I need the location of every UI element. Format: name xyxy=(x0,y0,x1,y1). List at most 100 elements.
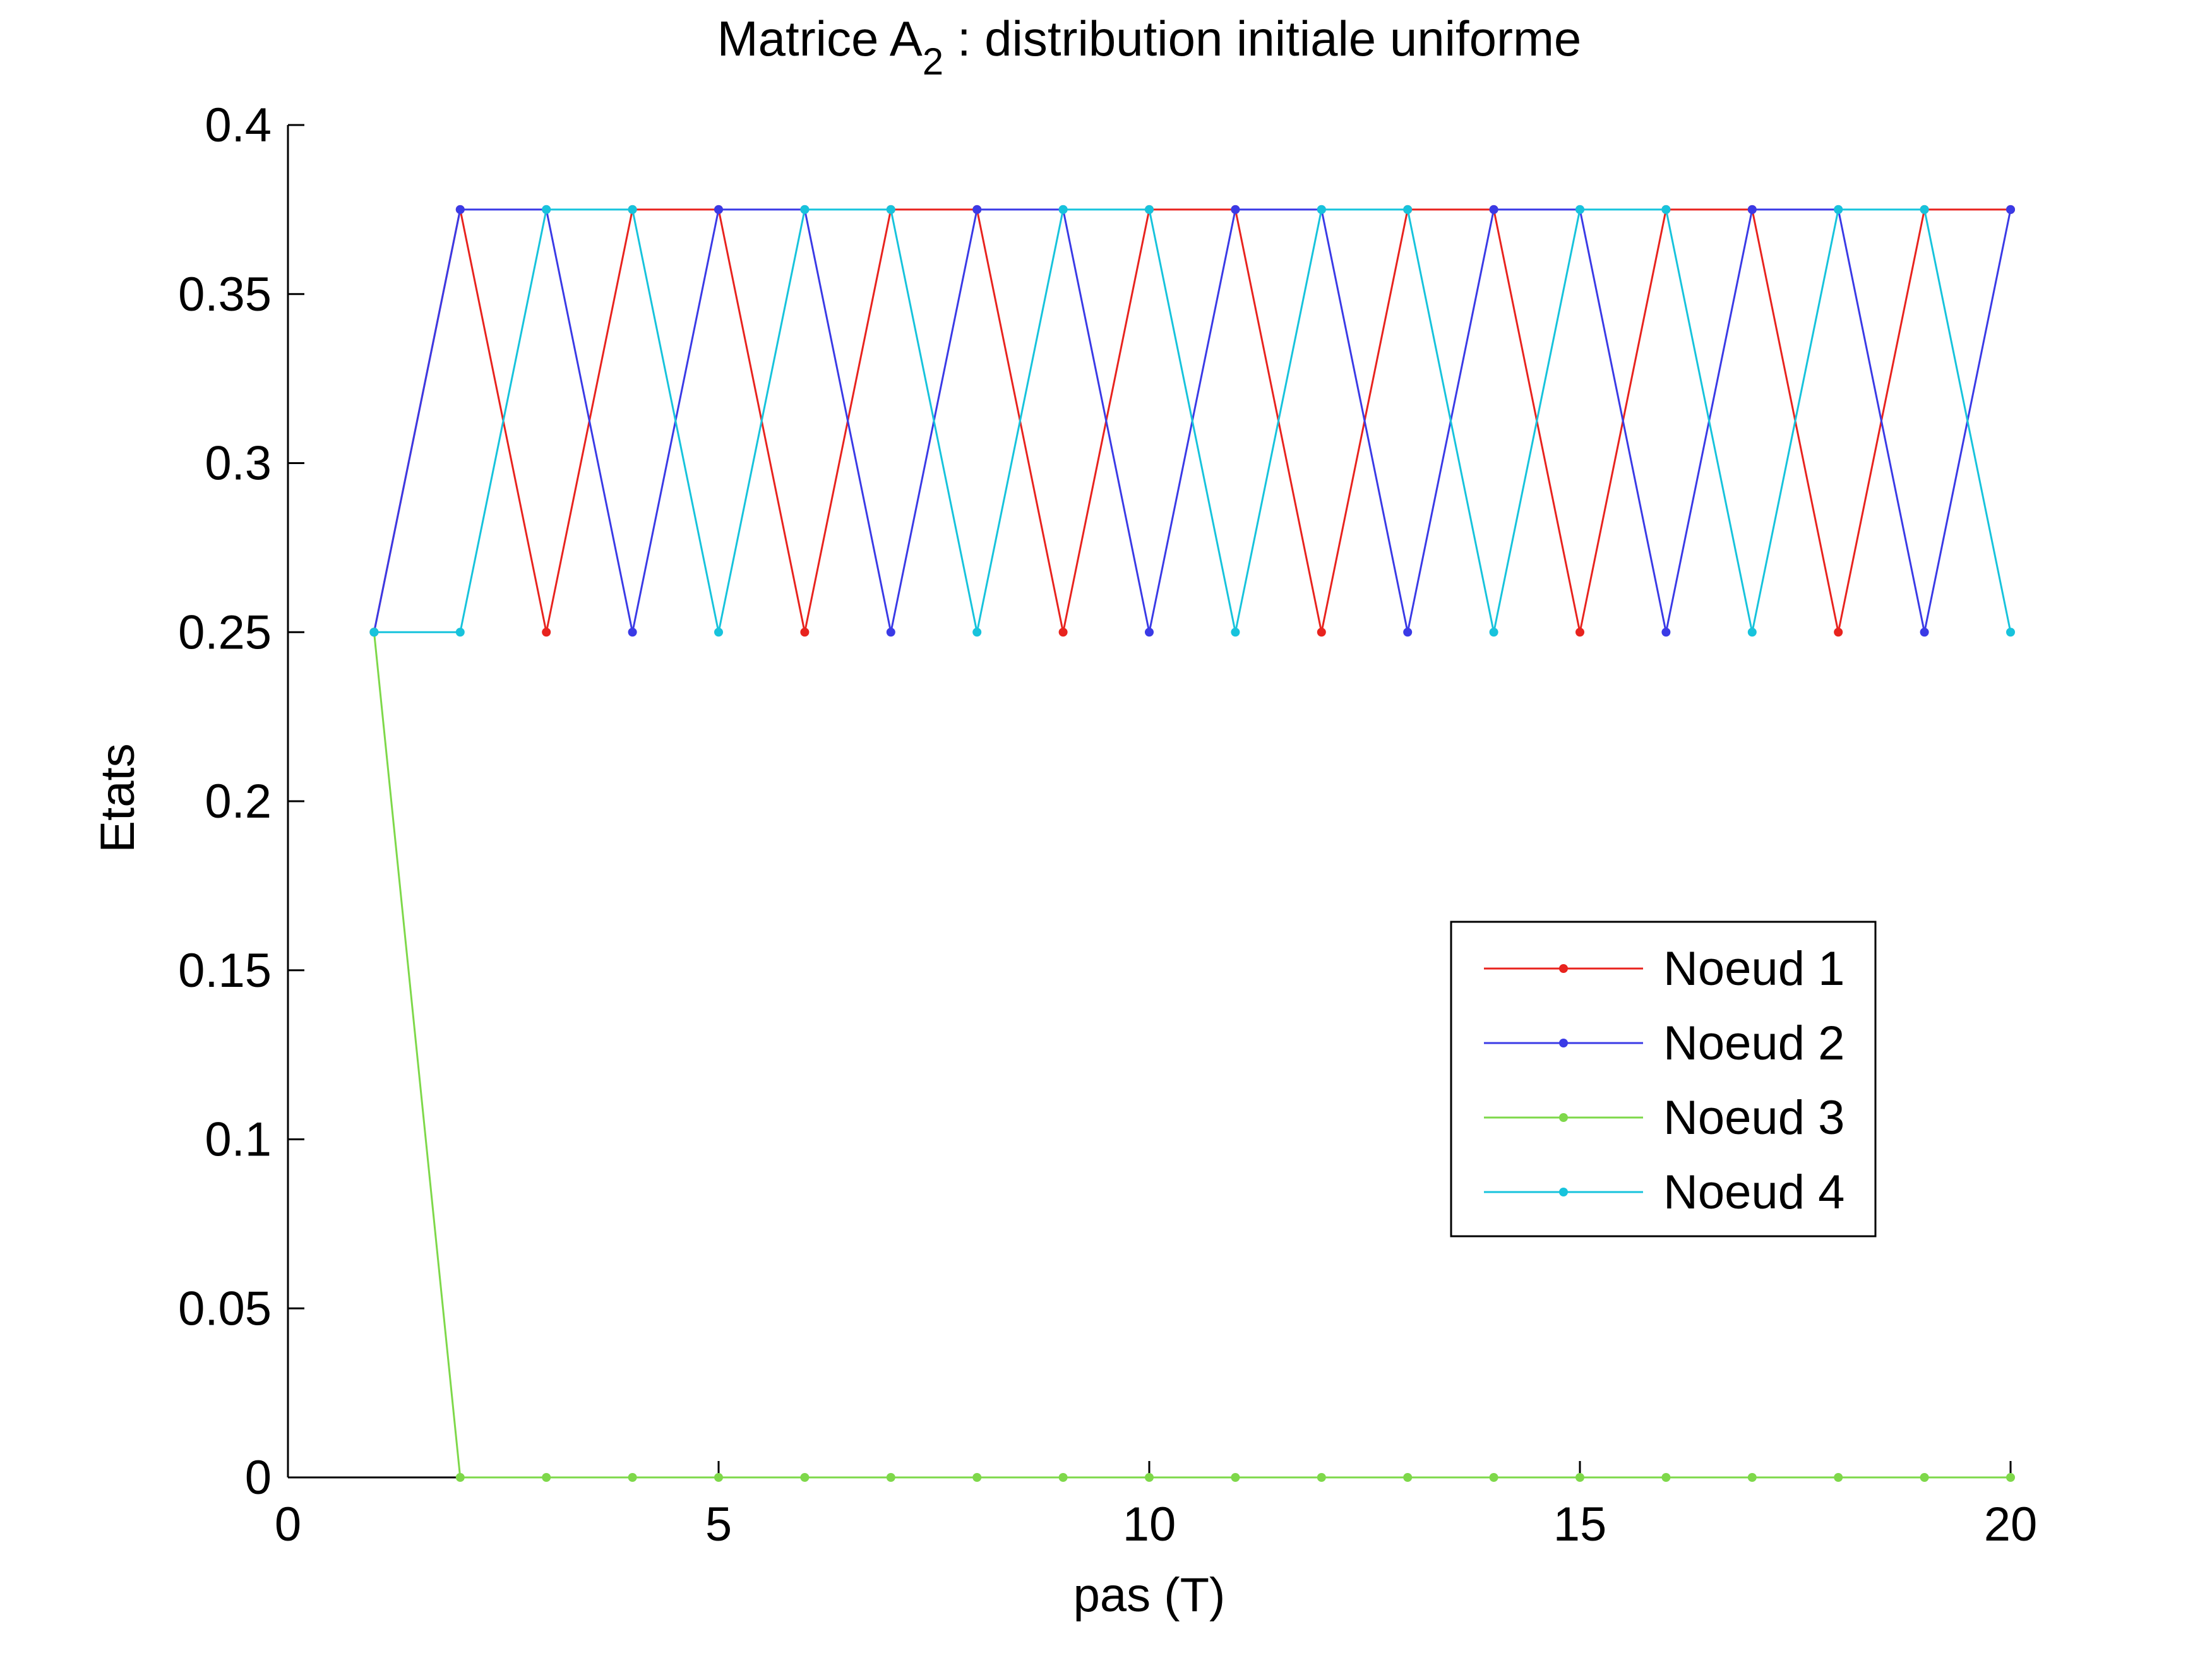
y-tick-label: 0.25 xyxy=(178,605,272,659)
y-tick-label: 0.2 xyxy=(205,775,272,828)
data-point xyxy=(1920,628,1929,637)
data-point xyxy=(714,1473,723,1482)
x-tick-label: 10 xyxy=(1123,1498,1176,1551)
data-point xyxy=(1058,1473,1068,1482)
data-point xyxy=(800,628,810,637)
data-point xyxy=(1403,628,1413,637)
data-point xyxy=(455,205,465,214)
y-tick-label: 0.35 xyxy=(178,268,272,321)
data-point xyxy=(714,628,723,637)
chart-title-subscript: 2 xyxy=(923,40,943,83)
data-point xyxy=(1145,205,1154,214)
data-point xyxy=(542,205,551,214)
data-point xyxy=(1661,628,1671,637)
data-point xyxy=(455,628,465,637)
data-point xyxy=(2006,1473,2015,1482)
data-point xyxy=(1317,205,1326,214)
legend-item: Noeud 2 xyxy=(1484,1017,1844,1070)
chart-title-rest: : distribution initiale uniforme xyxy=(943,11,1581,66)
data-point xyxy=(1489,205,1498,214)
data-point xyxy=(2006,628,2015,637)
data-point xyxy=(972,628,982,637)
data-point xyxy=(714,205,723,214)
data-point xyxy=(1747,1473,1757,1482)
data-point xyxy=(1231,628,1240,637)
legend-marker xyxy=(1559,964,1568,973)
data-point xyxy=(542,1473,551,1482)
legend-label: Noeud 2 xyxy=(1663,1017,1844,1070)
legend-label: Noeud 4 xyxy=(1663,1166,1844,1219)
chart-title: Matrice A2 : distribution initiale unifo… xyxy=(717,11,1582,83)
data-point xyxy=(628,205,637,214)
data-point xyxy=(1489,628,1498,637)
data-point xyxy=(1920,205,1929,214)
data-point xyxy=(1231,1473,1240,1482)
y-tick-label: 0.1 xyxy=(205,1113,272,1167)
axes: 0 5 10 15 20 0 0.05 0.1 0.15 0.2 0.25 0.3 0.35 0.4 xyxy=(178,98,2037,1551)
data-point xyxy=(628,1473,637,1482)
data-point xyxy=(1145,1473,1154,1482)
data-point xyxy=(886,205,895,214)
x-axis-label: pas (T) xyxy=(1073,1568,1226,1622)
data-point xyxy=(1661,1473,1671,1482)
data-point xyxy=(1747,205,1757,214)
data-point xyxy=(1403,205,1413,214)
data-point xyxy=(886,628,895,637)
data-point xyxy=(2006,205,2015,214)
data-point xyxy=(1747,628,1757,637)
data-point xyxy=(542,628,551,637)
y-tick-label: 0.4 xyxy=(205,98,272,152)
data-point xyxy=(800,205,810,214)
data-point xyxy=(800,1473,810,1482)
legend-box xyxy=(1450,921,1877,1238)
y-tick-label: 0.05 xyxy=(178,1282,272,1335)
data-point xyxy=(1058,628,1068,637)
series-line xyxy=(373,632,2011,1479)
legend-label: Noeud 1 xyxy=(1663,942,1844,996)
series-line xyxy=(374,208,2012,633)
chart-title-main: Matrice A xyxy=(717,11,923,66)
y-tick-label: 0 xyxy=(245,1451,272,1505)
data-point xyxy=(1317,628,1326,637)
data-point xyxy=(1575,205,1584,214)
data-point xyxy=(1575,628,1584,637)
legend-label: Noeud 3 xyxy=(1663,1091,1844,1145)
series-4 xyxy=(369,205,2015,637)
data-point xyxy=(455,1473,465,1482)
data-point xyxy=(1403,1473,1413,1482)
data-point xyxy=(972,1473,982,1482)
data-point xyxy=(972,205,982,214)
legend-marker xyxy=(1559,1188,1568,1196)
series-layer xyxy=(369,205,2015,1482)
data-point xyxy=(369,628,379,637)
y-tick-label: 0.15 xyxy=(178,944,272,998)
data-point xyxy=(1575,1473,1584,1482)
series-line xyxy=(373,208,2011,633)
legend-marker xyxy=(1559,1113,1568,1122)
data-point xyxy=(1834,1473,1843,1482)
y-axis-label: Etats xyxy=(91,743,145,852)
data-point xyxy=(886,1473,895,1482)
legend-marker xyxy=(1559,1039,1568,1047)
data-point xyxy=(1661,205,1671,214)
x-tick-label: 15 xyxy=(1553,1498,1607,1551)
x-tick-label: 0 xyxy=(275,1498,301,1551)
legend: Noeud 1 Noeud 2 Noeud 3 Noeud 4 xyxy=(1450,921,1877,1238)
x-tick-label: 5 xyxy=(705,1498,732,1551)
data-point xyxy=(1058,205,1068,214)
x-tick-label: 20 xyxy=(1984,1498,2038,1551)
data-point xyxy=(1920,1473,1929,1482)
data-point xyxy=(1231,205,1240,214)
y-tick-label: 0.3 xyxy=(205,437,272,491)
data-point xyxy=(1317,1473,1326,1482)
data-point xyxy=(628,628,637,637)
data-point xyxy=(1489,1473,1498,1482)
legend-item: Noeud 4 xyxy=(1484,1166,1844,1219)
legend-item: Noeud 3 xyxy=(1484,1091,1844,1145)
data-point xyxy=(1834,628,1843,637)
data-point xyxy=(1145,628,1154,637)
data-point xyxy=(1834,205,1843,214)
legend-item: Noeud 1 xyxy=(1484,942,1844,996)
